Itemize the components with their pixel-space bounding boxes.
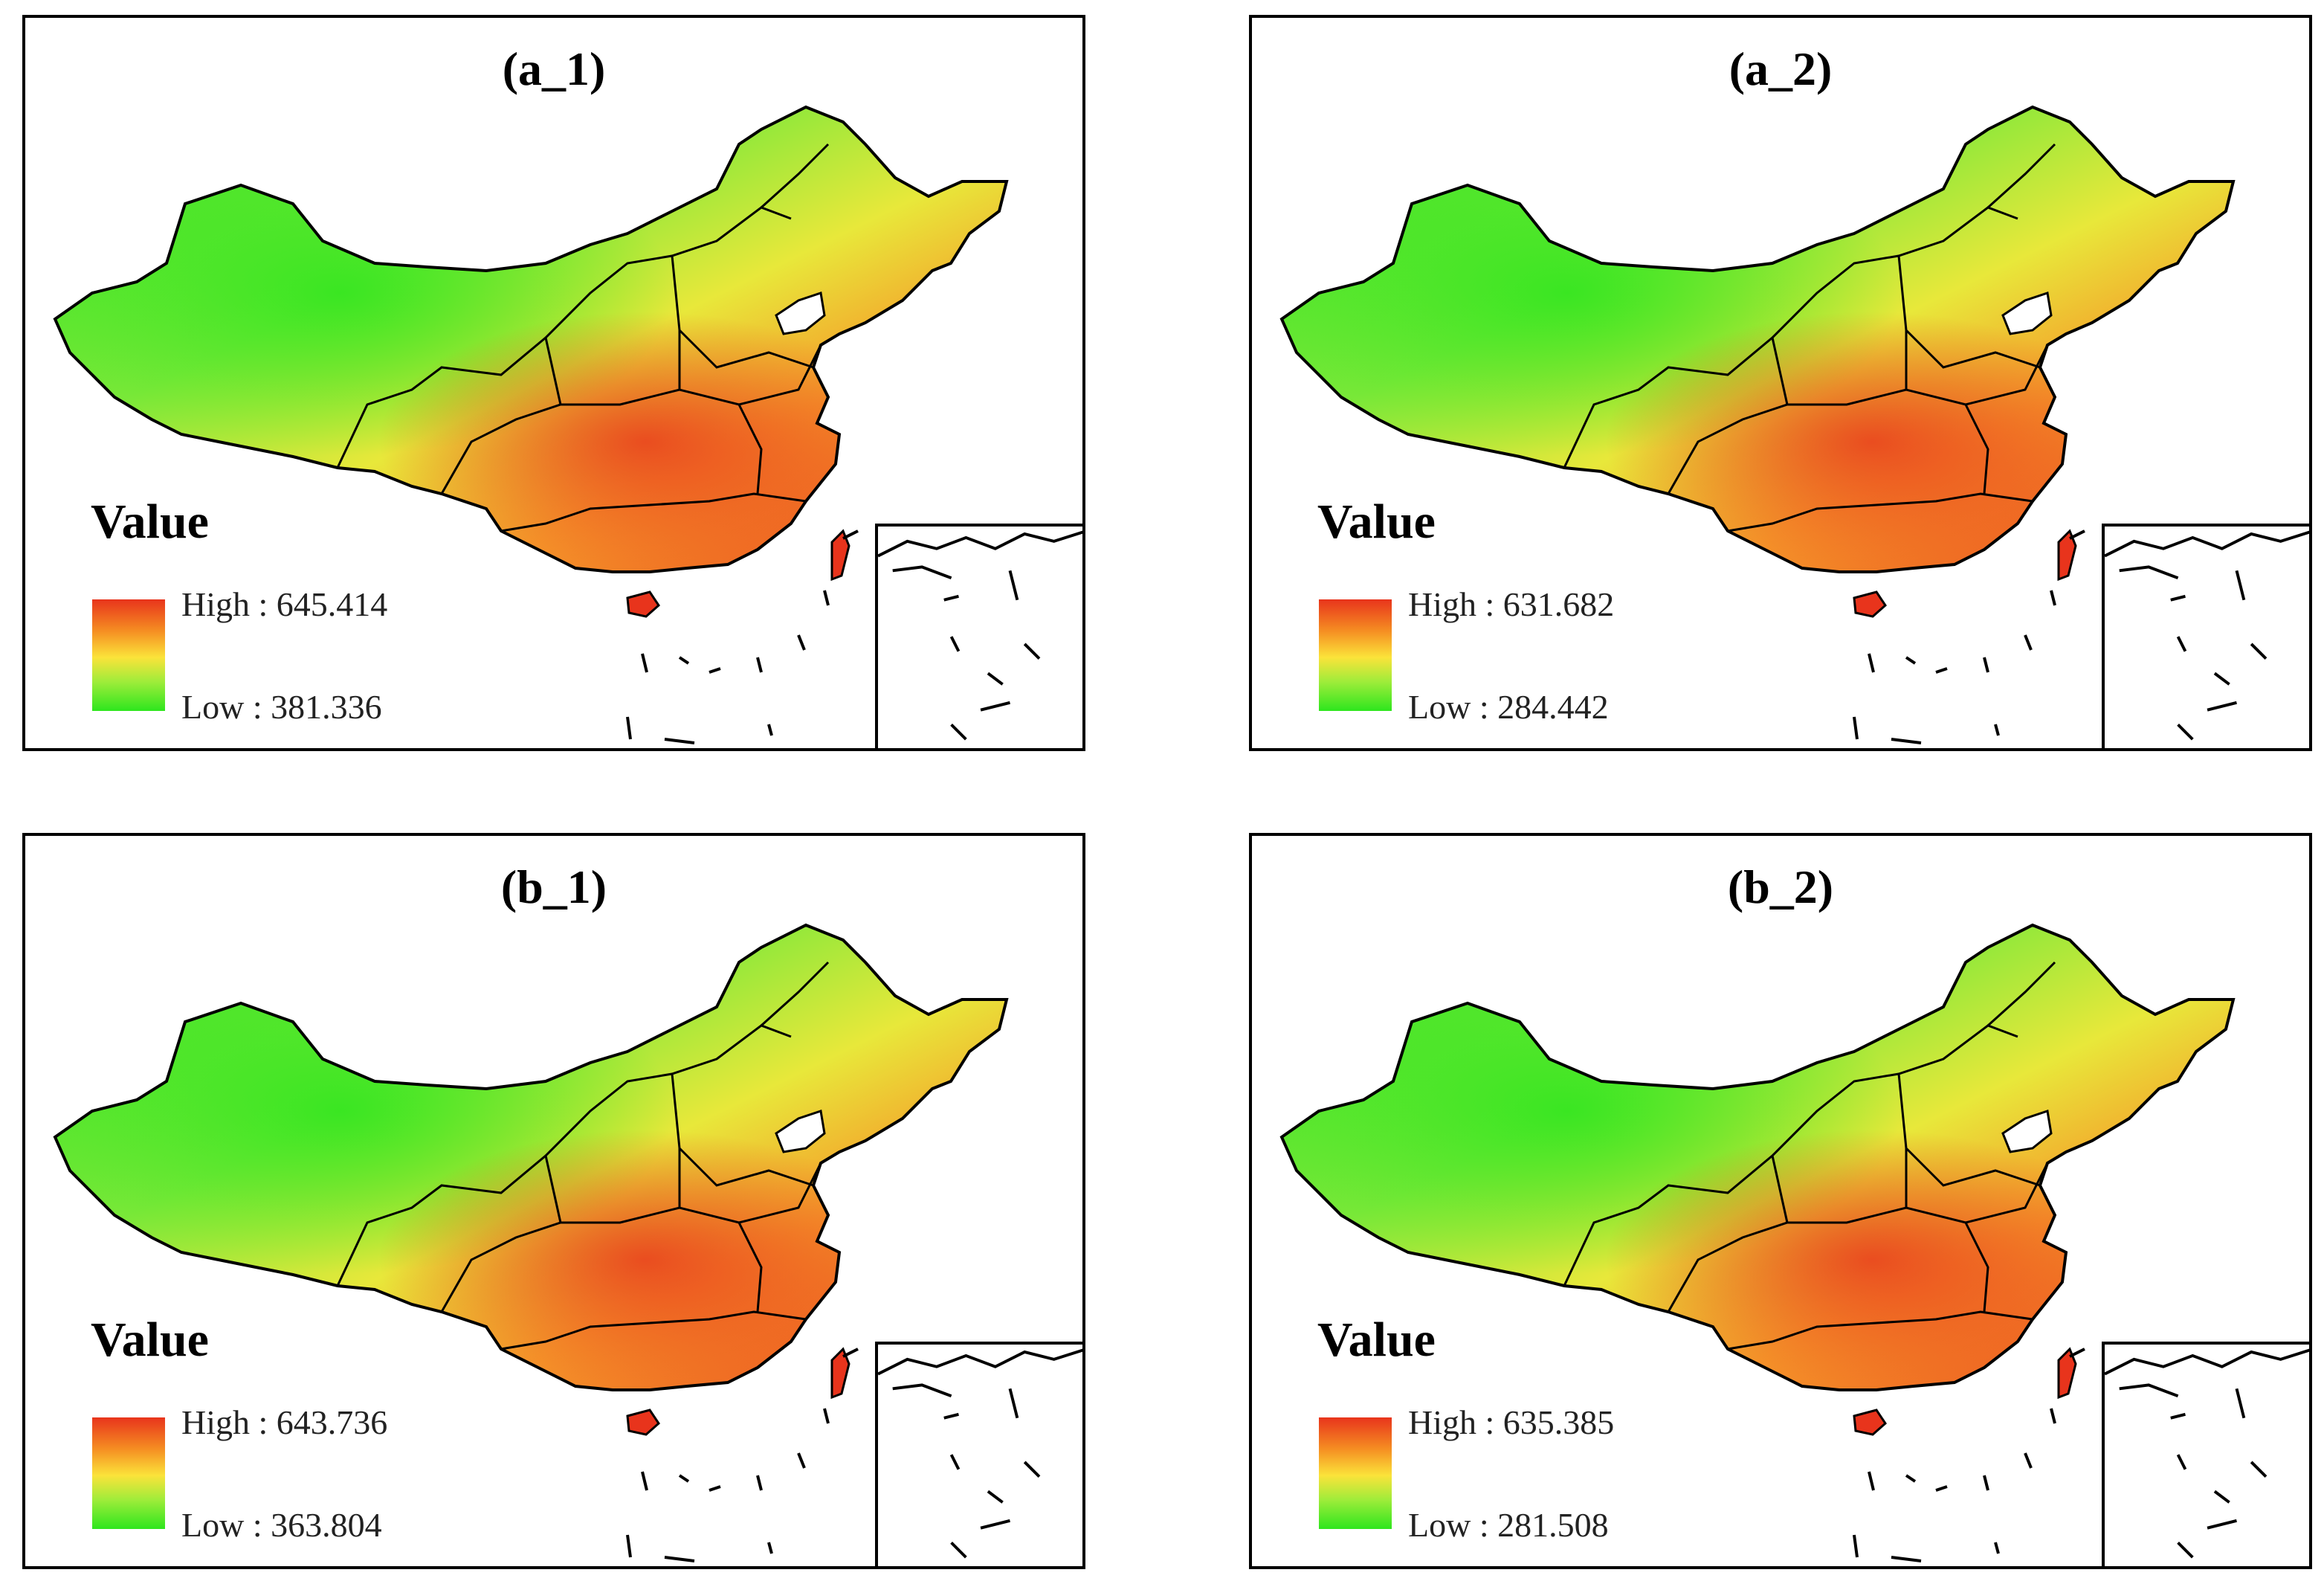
color-ramp <box>1319 1417 1392 1529</box>
map-panel-a2: (a_2) Value High : 631.682 Low : 284.442 <box>1249 15 2312 751</box>
panel-title: (a_2) <box>1729 42 1833 95</box>
legend-low: Low : 284.442 <box>1408 688 1609 726</box>
color-ramp <box>92 1417 165 1529</box>
map-panel-b2: (b_2) Value High : 635.385 Low : 281.508 <box>1249 833 2312 1569</box>
map-panel-a1: (a_1) Value High : 645.414 Low : 381.336 <box>22 15 1085 751</box>
legend-high: High : 631.682 <box>1408 585 1615 623</box>
south-china-sea-inset <box>2102 1342 2309 1566</box>
legend-high: High : 645.414 <box>181 585 388 623</box>
panel-title: (b_1) <box>500 860 607 913</box>
color-ramp <box>1319 599 1392 711</box>
south-china-sea-inset <box>875 524 1082 748</box>
south-china-sea-inset <box>2102 524 2309 748</box>
legend-title: Value <box>1317 495 1436 549</box>
legend-title: Value <box>1317 1313 1436 1367</box>
legend-title: Value <box>91 1313 209 1367</box>
panel-title: (b_2) <box>1727 860 1834 913</box>
legend-title: Value <box>91 495 209 549</box>
legend-high: High : 635.385 <box>1408 1403 1615 1441</box>
south-china-sea-inset <box>875 1342 1082 1566</box>
legend-low: Low : 381.336 <box>181 688 382 726</box>
map-panel-b1: (b_1) Value High : 643.736 Low : 363.804 <box>22 833 1085 1569</box>
legend-low: Low : 363.804 <box>181 1506 382 1544</box>
legend-low: Low : 281.508 <box>1408 1506 1609 1544</box>
legend-high: High : 643.736 <box>181 1403 388 1441</box>
color-ramp <box>92 599 165 711</box>
panel-title: (a_1) <box>502 42 606 95</box>
